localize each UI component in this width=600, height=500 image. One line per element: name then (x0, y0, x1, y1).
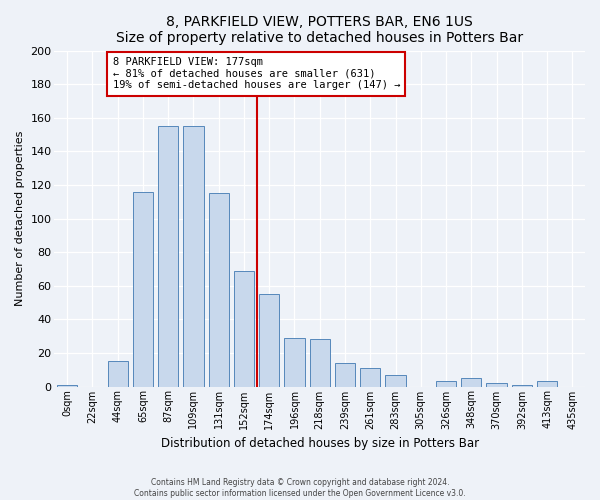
Bar (360, 368, 380, 386)
Text: Contains HM Land Registry data © Crown copyright and database right 2024.
Contai: Contains HM Land Registry data © Crown c… (134, 478, 466, 498)
Bar (310, 340, 330, 386)
Bar (487, 383, 506, 386)
Bar (107, 362, 128, 386)
Text: 8 PARKFIELD VIEW: 177sqm
← 81% of detached houses are smaller (631)
19% of semi-: 8 PARKFIELD VIEW: 177sqm ← 81% of detach… (113, 58, 400, 90)
Bar (259, 294, 280, 386)
Title: 8, PARKFIELD VIEW, POTTERS BAR, EN6 1US
Size of property relative to detached ho: 8, PARKFIELD VIEW, POTTERS BAR, EN6 1US … (116, 15, 523, 45)
Bar (335, 363, 355, 386)
Bar (436, 382, 456, 386)
Y-axis label: Number of detached properties: Number of detached properties (15, 131, 25, 306)
X-axis label: Distribution of detached houses by size in Potters Bar: Distribution of detached houses by size … (161, 437, 479, 450)
Bar (284, 338, 305, 386)
Bar (133, 192, 153, 386)
Bar (385, 375, 406, 386)
Bar (461, 378, 481, 386)
Bar (158, 126, 178, 386)
Bar (234, 270, 254, 386)
Bar (512, 385, 532, 386)
Bar (57, 385, 77, 386)
Bar (209, 194, 229, 386)
Bar (184, 126, 203, 386)
Bar (537, 382, 557, 386)
